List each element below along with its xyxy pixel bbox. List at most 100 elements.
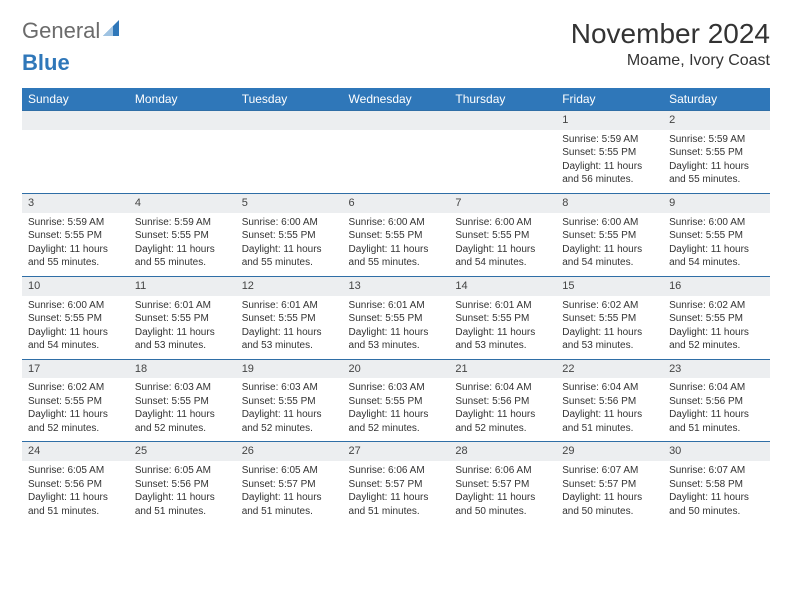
calendar-day-cell bbox=[22, 111, 129, 194]
day-details: Sunrise: 6:00 AMSunset: 5:55 PMDaylight:… bbox=[556, 213, 663, 276]
sunrise-line: Sunrise: 6:01 AM bbox=[349, 299, 444, 313]
sunrise-line: Sunrise: 6:03 AM bbox=[242, 381, 337, 395]
calendar-day-cell: 23Sunrise: 6:04 AMSunset: 5:56 PMDayligh… bbox=[663, 359, 770, 442]
sunset-line: Sunset: 5:55 PM bbox=[135, 395, 230, 409]
weekday-header: Tuesday bbox=[236, 88, 343, 111]
daylight-line: Daylight: 11 hours and 52 minutes. bbox=[28, 408, 123, 435]
sunrise-line: Sunrise: 6:01 AM bbox=[242, 299, 337, 313]
day-details bbox=[449, 130, 556, 187]
daylight-line: Daylight: 11 hours and 51 minutes. bbox=[242, 491, 337, 518]
calendar-day-cell bbox=[343, 111, 450, 194]
day-number: 5 bbox=[236, 194, 343, 213]
sunset-line: Sunset: 5:56 PM bbox=[455, 395, 550, 409]
sunrise-line: Sunrise: 6:04 AM bbox=[669, 381, 764, 395]
day-number: 13 bbox=[343, 277, 450, 296]
sunset-line: Sunset: 5:55 PM bbox=[242, 395, 337, 409]
calendar-day-cell: 18Sunrise: 6:03 AMSunset: 5:55 PMDayligh… bbox=[129, 359, 236, 442]
calendar-day-cell: 4Sunrise: 5:59 AMSunset: 5:55 PMDaylight… bbox=[129, 193, 236, 276]
sunset-line: Sunset: 5:57 PM bbox=[242, 478, 337, 492]
day-number: 23 bbox=[663, 360, 770, 379]
sunrise-line: Sunrise: 6:00 AM bbox=[562, 216, 657, 230]
calendar-week-row: 3Sunrise: 5:59 AMSunset: 5:55 PMDaylight… bbox=[22, 193, 770, 276]
day-number: 28 bbox=[449, 442, 556, 461]
sunrise-line: Sunrise: 6:07 AM bbox=[562, 464, 657, 478]
day-number: 25 bbox=[129, 442, 236, 461]
sunrise-line: Sunrise: 6:00 AM bbox=[28, 299, 123, 313]
day-details bbox=[343, 130, 450, 187]
brand-text-2: Blue bbox=[22, 50, 70, 75]
day-number: 12 bbox=[236, 277, 343, 296]
sunset-line: Sunset: 5:56 PM bbox=[562, 395, 657, 409]
day-details: Sunrise: 5:59 AMSunset: 5:55 PMDaylight:… bbox=[129, 213, 236, 276]
day-details: Sunrise: 6:03 AMSunset: 5:55 PMDaylight:… bbox=[343, 378, 450, 441]
weekday-header: Wednesday bbox=[343, 88, 450, 111]
calendar-day-cell: 29Sunrise: 6:07 AMSunset: 5:57 PMDayligh… bbox=[556, 442, 663, 524]
day-number: 18 bbox=[129, 360, 236, 379]
day-details: Sunrise: 6:00 AMSunset: 5:55 PMDaylight:… bbox=[236, 213, 343, 276]
day-details bbox=[236, 130, 343, 187]
calendar-day-cell: 3Sunrise: 5:59 AMSunset: 5:55 PMDaylight… bbox=[22, 193, 129, 276]
sunset-line: Sunset: 5:55 PM bbox=[349, 229, 444, 243]
calendar-week-row: 1Sunrise: 5:59 AMSunset: 5:55 PMDaylight… bbox=[22, 111, 770, 194]
day-details: Sunrise: 6:00 AMSunset: 5:55 PMDaylight:… bbox=[343, 213, 450, 276]
day-number: 22 bbox=[556, 360, 663, 379]
day-details: Sunrise: 6:04 AMSunset: 5:56 PMDaylight:… bbox=[663, 378, 770, 441]
sail-icon bbox=[103, 18, 123, 44]
calendar-day-cell: 17Sunrise: 6:02 AMSunset: 5:55 PMDayligh… bbox=[22, 359, 129, 442]
daylight-line: Daylight: 11 hours and 53 minutes. bbox=[562, 326, 657, 353]
day-number: 7 bbox=[449, 194, 556, 213]
day-number: 1 bbox=[556, 111, 663, 130]
daylight-line: Daylight: 11 hours and 50 minutes. bbox=[455, 491, 550, 518]
sunset-line: Sunset: 5:55 PM bbox=[242, 312, 337, 326]
day-number: 17 bbox=[22, 360, 129, 379]
sunset-line: Sunset: 5:55 PM bbox=[562, 312, 657, 326]
sunset-line: Sunset: 5:57 PM bbox=[349, 478, 444, 492]
day-details: Sunrise: 6:02 AMSunset: 5:55 PMDaylight:… bbox=[556, 296, 663, 359]
day-details: Sunrise: 6:06 AMSunset: 5:57 PMDaylight:… bbox=[343, 461, 450, 524]
daylight-line: Daylight: 11 hours and 51 minutes. bbox=[349, 491, 444, 518]
calendar-day-cell: 12Sunrise: 6:01 AMSunset: 5:55 PMDayligh… bbox=[236, 276, 343, 359]
day-number: 10 bbox=[22, 277, 129, 296]
calendar-week-row: 17Sunrise: 6:02 AMSunset: 5:55 PMDayligh… bbox=[22, 359, 770, 442]
day-number bbox=[449, 111, 556, 130]
sunrise-line: Sunrise: 6:01 AM bbox=[135, 299, 230, 313]
calendar-body: 1Sunrise: 5:59 AMSunset: 5:55 PMDaylight… bbox=[22, 111, 770, 525]
location-subtitle: Moame, Ivory Coast bbox=[571, 52, 770, 70]
sunrise-line: Sunrise: 5:59 AM bbox=[28, 216, 123, 230]
day-number: 14 bbox=[449, 277, 556, 296]
daylight-line: Daylight: 11 hours and 53 minutes. bbox=[349, 326, 444, 353]
day-number: 6 bbox=[343, 194, 450, 213]
sunrise-line: Sunrise: 6:00 AM bbox=[455, 216, 550, 230]
sunrise-line: Sunrise: 6:04 AM bbox=[455, 381, 550, 395]
sunrise-line: Sunrise: 5:59 AM bbox=[669, 133, 764, 147]
calendar-day-cell: 28Sunrise: 6:06 AMSunset: 5:57 PMDayligh… bbox=[449, 442, 556, 524]
sunset-line: Sunset: 5:56 PM bbox=[28, 478, 123, 492]
sunset-line: Sunset: 5:57 PM bbox=[455, 478, 550, 492]
day-details: Sunrise: 6:07 AMSunset: 5:57 PMDaylight:… bbox=[556, 461, 663, 524]
daylight-line: Daylight: 11 hours and 54 minutes. bbox=[28, 326, 123, 353]
calendar-day-cell: 24Sunrise: 6:05 AMSunset: 5:56 PMDayligh… bbox=[22, 442, 129, 524]
day-details: Sunrise: 6:04 AMSunset: 5:56 PMDaylight:… bbox=[556, 378, 663, 441]
daylight-line: Daylight: 11 hours and 51 minutes. bbox=[28, 491, 123, 518]
sunrise-line: Sunrise: 6:02 AM bbox=[562, 299, 657, 313]
day-details bbox=[129, 130, 236, 187]
sunrise-line: Sunrise: 6:05 AM bbox=[135, 464, 230, 478]
calendar-day-cell: 14Sunrise: 6:01 AMSunset: 5:55 PMDayligh… bbox=[449, 276, 556, 359]
calendar-day-cell: 8Sunrise: 6:00 AMSunset: 5:55 PMDaylight… bbox=[556, 193, 663, 276]
day-details: Sunrise: 6:03 AMSunset: 5:55 PMDaylight:… bbox=[129, 378, 236, 441]
day-number bbox=[129, 111, 236, 130]
calendar-day-cell: 16Sunrise: 6:02 AMSunset: 5:55 PMDayligh… bbox=[663, 276, 770, 359]
calendar-day-cell: 25Sunrise: 6:05 AMSunset: 5:56 PMDayligh… bbox=[129, 442, 236, 524]
day-details: Sunrise: 5:59 AMSunset: 5:55 PMDaylight:… bbox=[556, 130, 663, 193]
daylight-line: Daylight: 11 hours and 52 minutes. bbox=[242, 408, 337, 435]
calendar-day-cell: 1Sunrise: 5:59 AMSunset: 5:55 PMDaylight… bbox=[556, 111, 663, 194]
day-number: 29 bbox=[556, 442, 663, 461]
day-number bbox=[343, 111, 450, 130]
sunrise-line: Sunrise: 6:00 AM bbox=[242, 216, 337, 230]
calendar-day-cell: 2Sunrise: 5:59 AMSunset: 5:55 PMDaylight… bbox=[663, 111, 770, 194]
daylight-line: Daylight: 11 hours and 50 minutes. bbox=[669, 491, 764, 518]
sunset-line: Sunset: 5:55 PM bbox=[455, 229, 550, 243]
day-details: Sunrise: 6:01 AMSunset: 5:55 PMDaylight:… bbox=[449, 296, 556, 359]
day-number: 15 bbox=[556, 277, 663, 296]
calendar-day-cell: 20Sunrise: 6:03 AMSunset: 5:55 PMDayligh… bbox=[343, 359, 450, 442]
